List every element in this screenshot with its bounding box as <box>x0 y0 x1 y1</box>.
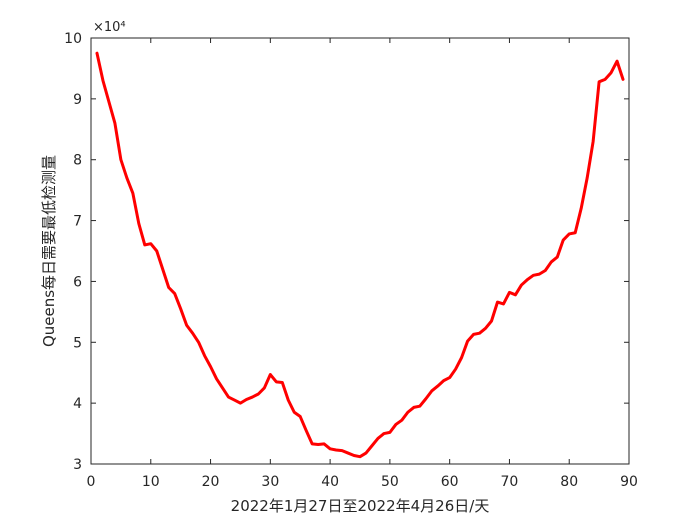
x-tick-labels: 0 10 20 30 40 50 60 70 80 90 <box>87 474 638 490</box>
y-tick-label: 10 <box>64 31 82 47</box>
x-tick-label: 60 <box>441 474 459 490</box>
x-axis-label: 2022年1月27日至2022年4月26日/天 <box>231 497 490 515</box>
x-tick-label: 50 <box>381 474 399 490</box>
x-tick-label: 0 <box>87 474 96 490</box>
y-tick-label: 7 <box>73 214 82 230</box>
x-tick-label: 90 <box>620 474 638 490</box>
x-tick-label: 70 <box>501 474 519 490</box>
x-tick-label: 40 <box>321 474 339 490</box>
y-tick-labels: 3 4 5 6 7 8 9 10 <box>64 31 82 473</box>
x-tick-label: 20 <box>202 474 220 490</box>
y-exponent-label: ×10⁴ <box>93 20 126 35</box>
y-tick-label: 5 <box>73 335 82 351</box>
plot-background <box>91 38 629 464</box>
y-tick-label: 9 <box>73 92 82 108</box>
y-tick-label: 4 <box>73 396 82 412</box>
x-tick-label: 30 <box>261 474 279 490</box>
axis-ticks <box>90 37 630 465</box>
y-tick-label: 6 <box>73 274 82 290</box>
x-tick-label: 10 <box>142 474 160 490</box>
y-tick-label: 3 <box>73 457 82 473</box>
y-axis-label: Queens每日需要最低检测量 <box>40 155 58 347</box>
plot-frame <box>90 37 630 465</box>
y-tick-label: 8 <box>73 153 82 169</box>
x-tick-label: 80 <box>560 474 578 490</box>
series-line <box>95 51 625 459</box>
